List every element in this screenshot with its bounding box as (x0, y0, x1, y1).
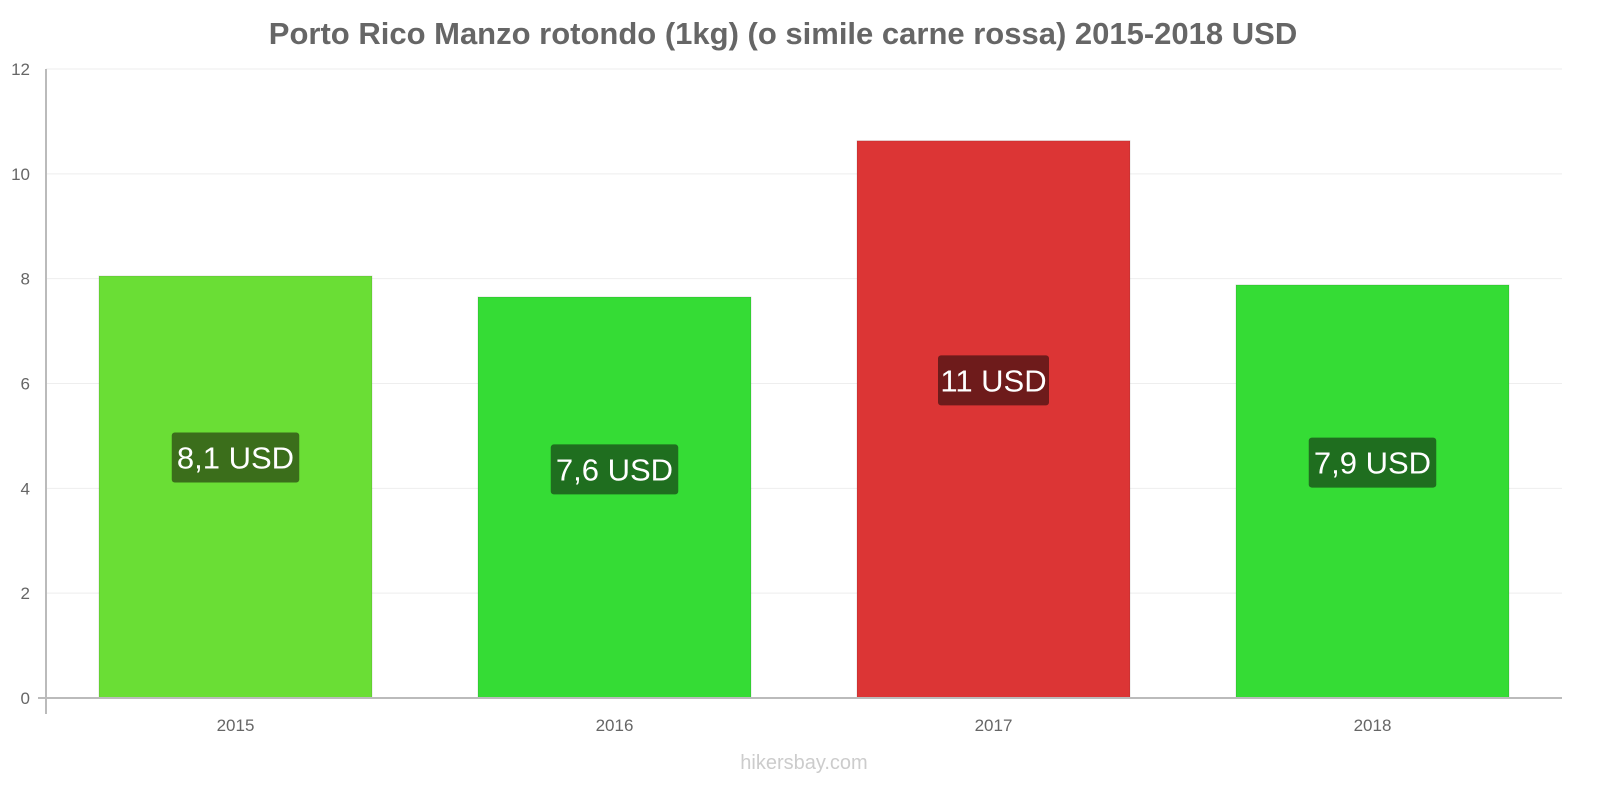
data-label-bg (938, 355, 1049, 406)
bar-2015 (98, 275, 373, 699)
credit-watermark: hikersbay.com (740, 752, 868, 774)
chart-title: Porto Rico Manzo rotondo (1kg) (o simile… (268, 16, 1298, 51)
y-tick-label: 10 (11, 165, 30, 184)
data-label: 7,6 USD (556, 452, 673, 487)
x-tick-label: 2016 (596, 716, 634, 735)
x-tick-label: 2015 (217, 716, 255, 735)
data-label-bg (171, 432, 300, 483)
x-tick-label: 2017 (975, 716, 1013, 735)
bar-2018 (1235, 284, 1510, 699)
bar-2017 (856, 140, 1131, 699)
data-label: 11 USD (940, 363, 1046, 398)
x-tick-label: 2018 (1354, 716, 1392, 735)
data-label-bg (550, 444, 679, 495)
data-label: 7,9 USD (1314, 446, 1431, 481)
bar-2016 (477, 296, 752, 699)
y-tick-label: 4 (21, 479, 30, 498)
y-tick-label: 6 (21, 375, 30, 394)
y-tick-label: 8 (21, 270, 30, 289)
y-tick-label: 2 (21, 584, 30, 603)
y-tick-label: 0 (21, 689, 30, 708)
data-label: 8,1 USD (177, 440, 294, 475)
data-label-bg (1308, 437, 1437, 488)
y-tick-label: 12 (11, 60, 30, 79)
